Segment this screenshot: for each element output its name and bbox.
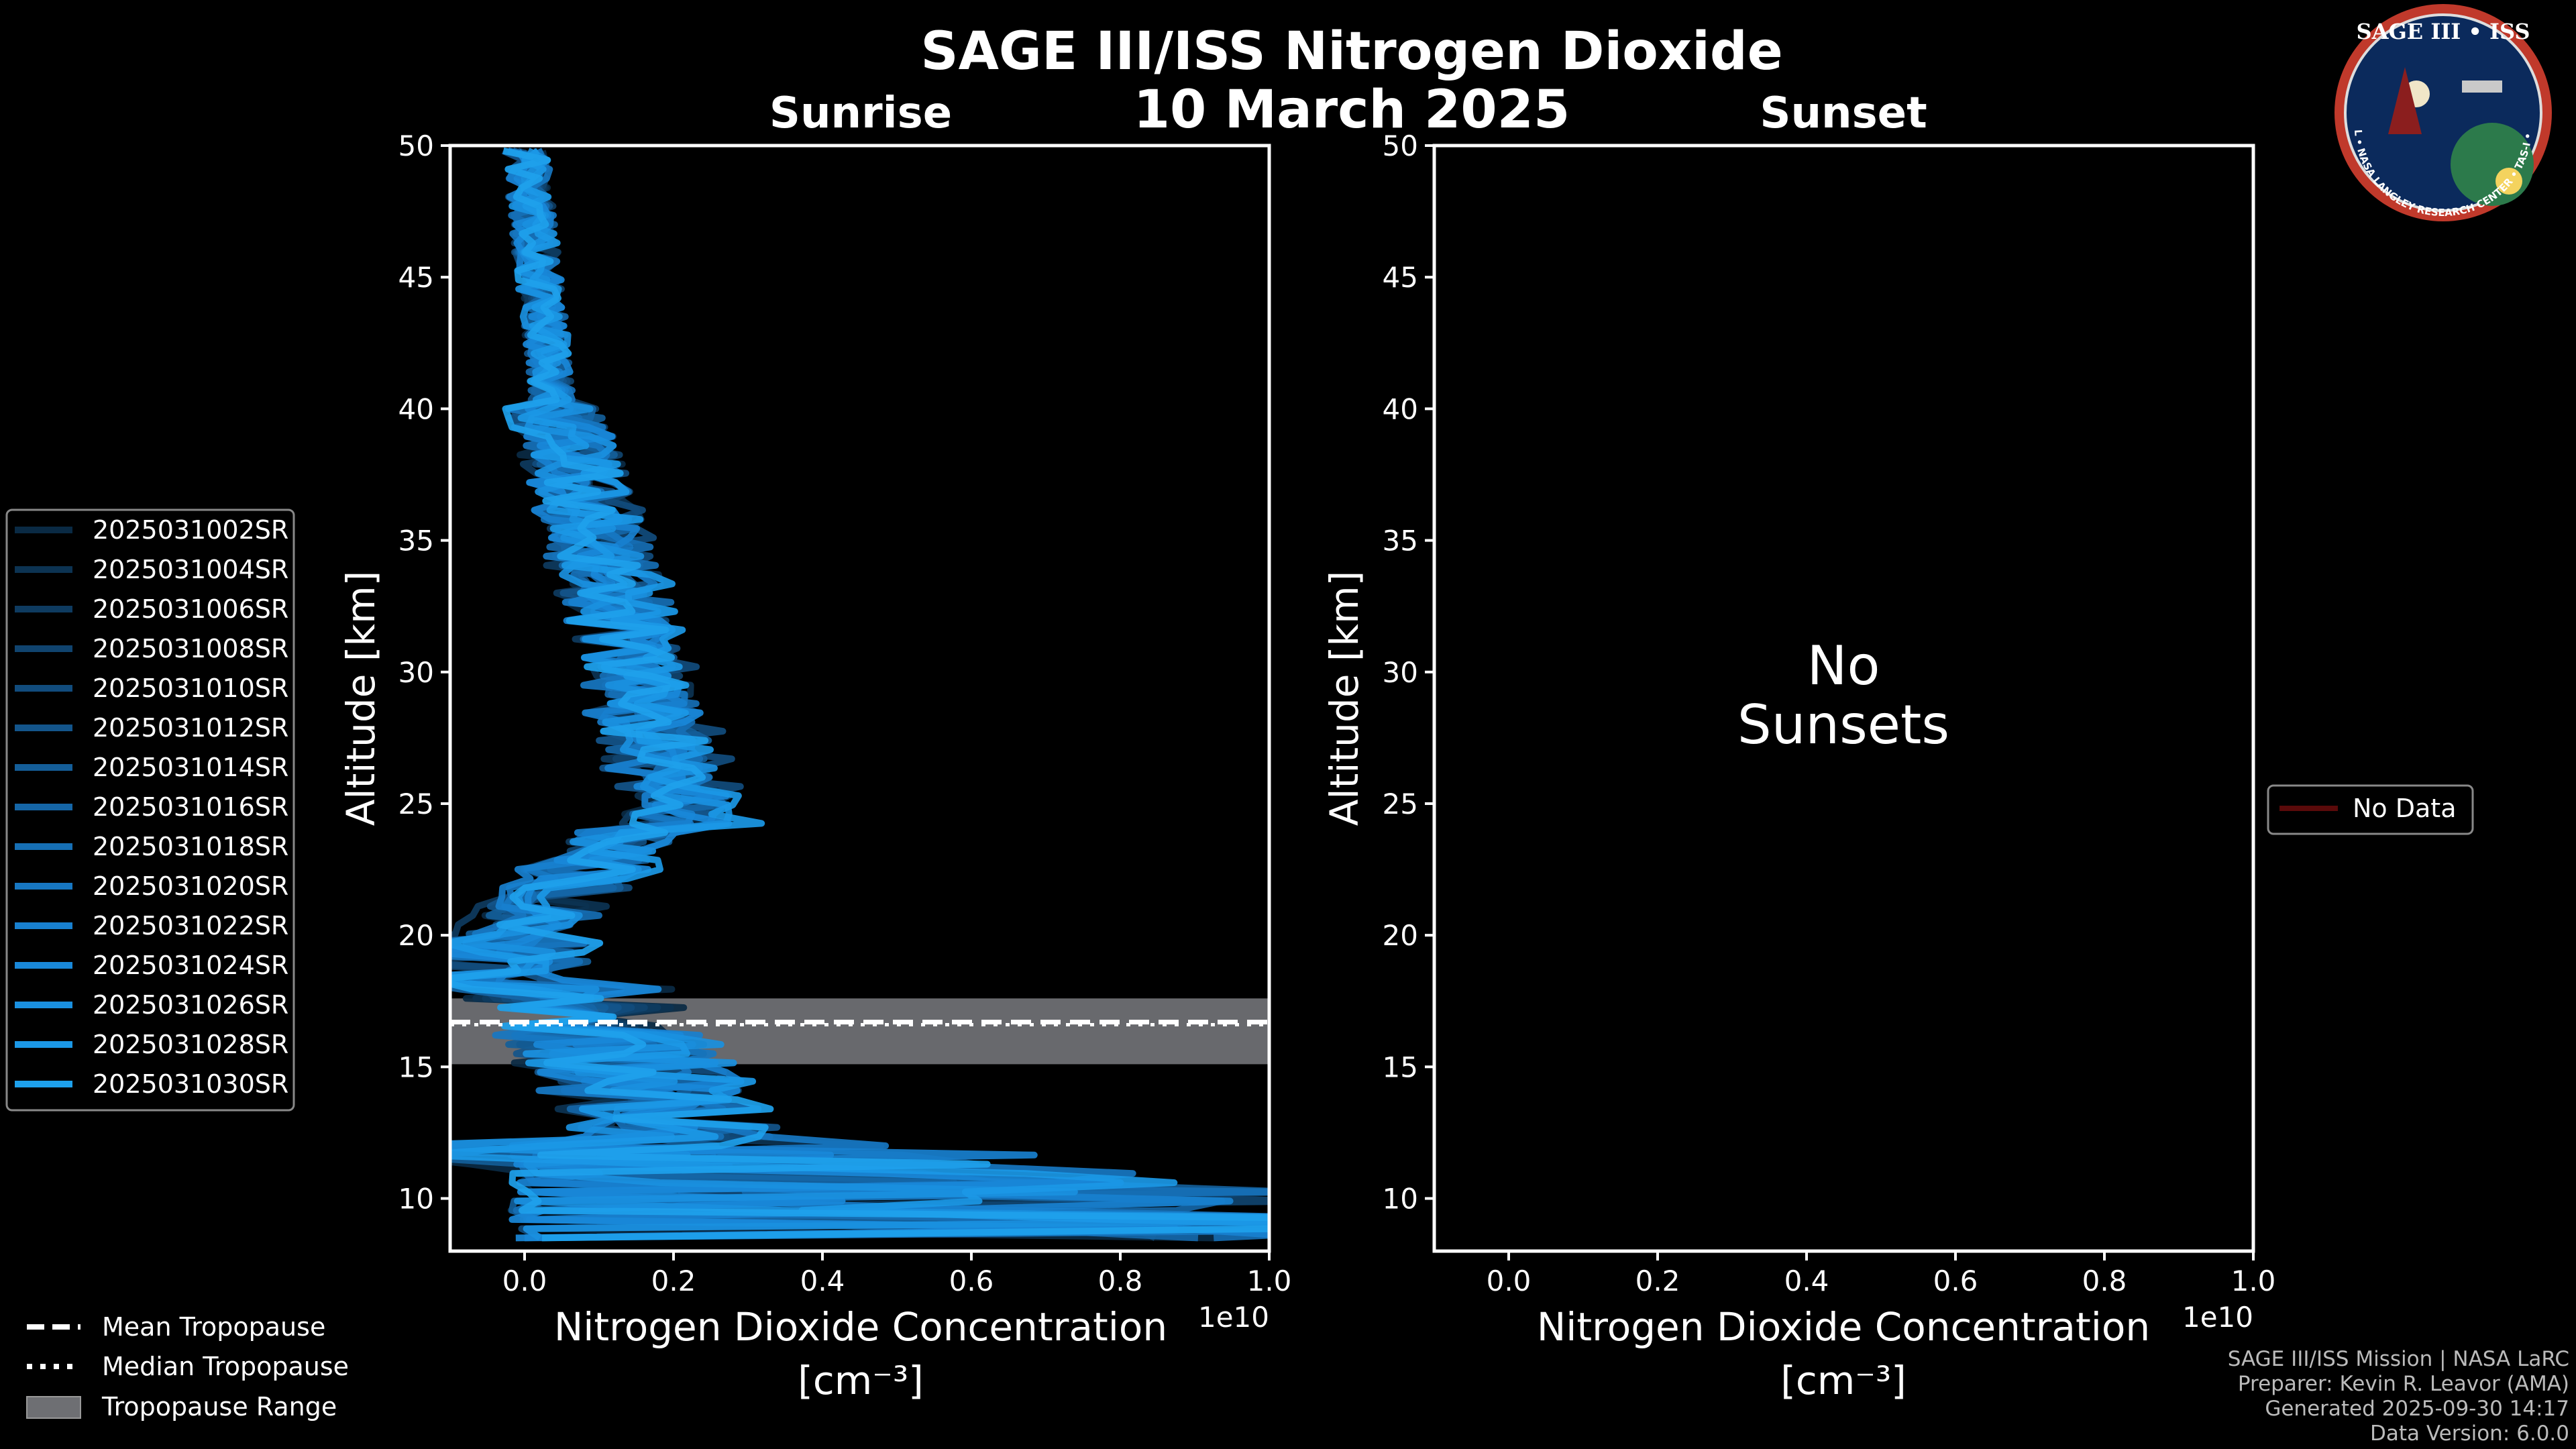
chart-date: 10 March 2025 [1134,80,1570,140]
y-tick-label: 35 [1383,525,1418,557]
logo-figure [2388,67,2422,134]
sunset-legend-box [2267,784,2474,835]
x-tick-label: 0.2 [1635,1265,1680,1297]
y-tick-label: 25 [398,788,434,820]
y-tick-label: 10 [1383,1183,1418,1216]
x-tick-label: 0.0 [502,1265,547,1297]
sunset-subtitle: Sunset [1760,89,1927,138]
x-tick-label: 0.2 [651,1265,696,1297]
sunrise-profiles [450,147,1269,1242]
x-tick-label: 1.0 [2231,1265,2276,1297]
sunrise-y-ticks: 10 15 20 25 30 35 40 45 50 [398,129,450,1216]
legend-label-2025031006SR: 2025031006SR [93,594,288,624]
legend-label-2025031008SR: 2025031008SR [93,634,288,663]
sunset-x-multiplier: 1e10 [2182,1301,2253,1334]
no-data-legend-label: No Data [2353,794,2457,823]
sunrise-x-ticks: 0.0 0.2 0.4 0.6 0.8 1.0 [502,1251,1292,1297]
y-tick-label: 15 [398,1051,434,1083]
logo-station [2462,80,2502,93]
profile-2025031030SR [450,147,1269,1242]
legend-label-2025031018SR: 2025031018SR [93,832,288,861]
logo-sun [2496,168,2522,195]
y-tick-label: 40 [1383,392,1418,425]
legend-label-2025031022SR: 2025031022SR [93,911,288,941]
sunset-ylabel: Altitude [km] [1322,571,1367,826]
y-tick-label: 30 [1383,656,1418,689]
legend-label-2025031004SR: 2025031004SR [93,555,288,584]
x-tick-label: 0.6 [949,1265,994,1297]
legend-label-2025031020SR: 2025031020SR [93,871,288,901]
profile-2025031028SR [450,148,1269,1227]
no-sunsets-text-2: Sunsets [1737,694,1949,756]
sunrise-frame [448,144,1271,1253]
mean-tropopause-legend-label: Mean Tropopause [102,1312,325,1342]
median-tropopause-legend-label: Median Tropopause [102,1352,349,1381]
legend-label-2025031024SR: 2025031024SR [93,951,288,980]
sunrise-xlabel-unit: [cm⁻³] [798,1358,924,1403]
legend-label-2025031028SR: 2025031028SR [93,1030,288,1059]
tropopause-range-legend-swatch [26,1396,81,1419]
tropopause-legend: Mean Tropopause Median Tropopause Tropop… [26,1312,349,1421]
sunrise-legend: 2025031002SR 2025031004SR 2025031006SR 2025… [5,508,295,1112]
sunset-xlabel-unit: [cm⁻³] [1780,1358,1907,1403]
sunset-y-ticks: 10 15 20 25 30 35 40 45 50 [1383,129,1434,1216]
sunrise-ylabel: Altitude [km] [338,571,384,826]
y-tick-label: 20 [1383,919,1418,952]
tropopause-lines [450,1020,1269,1027]
logo-title: SAGE III • ISS [2357,19,2530,44]
credit-generated: Generated 2025-09-30 14:17 [2265,1397,2569,1421]
x-tick-label: 0.8 [2082,1265,2127,1297]
y-tick-label: 10 [398,1183,434,1216]
sunset-frame [1432,144,2255,1253]
x-tick-label: 0.6 [1933,1265,1978,1297]
legend-label-2025031002SR: 2025031002SR [93,515,288,545]
sunset-xlabel: Nitrogen Dioxide Concentration [1537,1304,2150,1350]
x-tick-label: 0.4 [800,1265,845,1297]
x-tick-label: 1.0 [1247,1265,1292,1297]
y-tick-label: 15 [1383,1051,1418,1083]
x-tick-label: 0.0 [1487,1265,1532,1297]
sunset-x-ticks: 0.0 0.2 0.4 0.6 0.8 1.0 [1487,1251,2276,1297]
legend-label-2025031014SR: 2025031014SR [93,753,288,782]
y-tick-label: 45 [1383,261,1418,294]
y-tick-label: 50 [1383,129,1418,162]
tropopause-range-legend-label: Tropopause Range [101,1392,337,1421]
legend-label-2025031030SR: 2025031030SR [93,1069,288,1099]
credit-data-version: Data Version: 6.0.0 [2370,1421,2569,1446]
credit-mission: SAGE III/ISS Mission | NASA LaRC [2228,1347,2569,1371]
sunrise-subtitle: Sunrise [769,89,952,138]
sunrise-xlabel: Nitrogen Dioxide Concentration [554,1304,1167,1350]
legend-label-2025031012SR: 2025031012SR [93,713,288,743]
y-tick-label: 50 [398,129,434,162]
legend-label-2025031016SR: 2025031016SR [93,792,288,822]
y-tick-label: 20 [398,919,434,952]
sunrise-plot-area: 0.0 0.2 0.4 0.6 0.8 1.0 10 15 20 25 30 35 40 45 50 [398,129,1292,1297]
sunset-plot-area: 0.0 0.2 0.4 0.6 0.8 1.0 10 15 20 25 30 35 40 45 50 [1383,129,2276,1297]
y-tick-label: 40 [398,392,434,425]
x-tick-label: 0.4 [1784,1265,1829,1297]
credit-preparer: Preparer: Kevin R. Leavor (AMA) [2238,1372,2569,1396]
credits: SAGE III/ISS Mission | NASA LaRC Prepare… [2228,1347,2569,1446]
sunrise-legend-box [5,508,295,1112]
y-tick-label: 25 [1383,788,1418,820]
y-tick-label: 30 [398,656,434,689]
legend-label-2025031010SR: 2025031010SR [93,674,288,703]
y-tick-label: 35 [398,525,434,557]
no-sunsets-text: No [1807,635,1880,697]
legend-label-2025031026SR: 2025031026SR [93,990,288,1020]
chart-title: SAGE III/ISS Nitrogen Dioxide [920,21,1782,82]
sunrise-x-multiplier: 1e10 [1198,1301,1269,1334]
x-tick-label: 0.8 [1098,1265,1143,1297]
y-tick-label: 45 [398,261,434,294]
sunset-legend: No Data [2267,784,2474,835]
